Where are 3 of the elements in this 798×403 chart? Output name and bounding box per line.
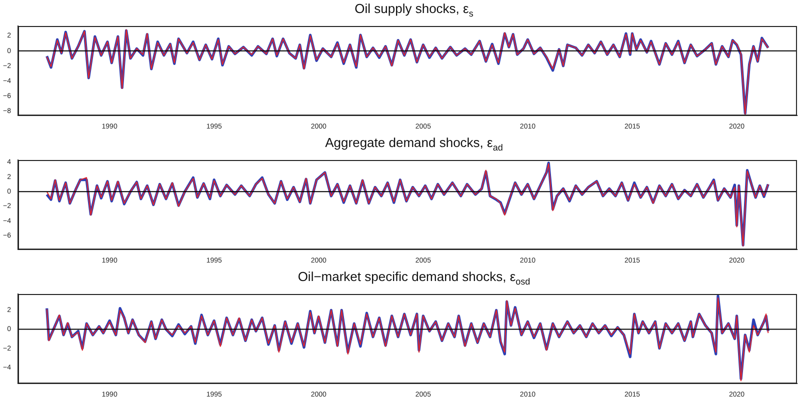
chart-title: Aggregate demand shocks, ε$_{ad}$: [324, 134, 504, 153]
chart-title: Oil supply shocks, ε$_{s}$: [354, 0, 474, 19]
chart-title: Oil−market specific demand shocks, ε$_{osd}$: [296, 268, 532, 287]
